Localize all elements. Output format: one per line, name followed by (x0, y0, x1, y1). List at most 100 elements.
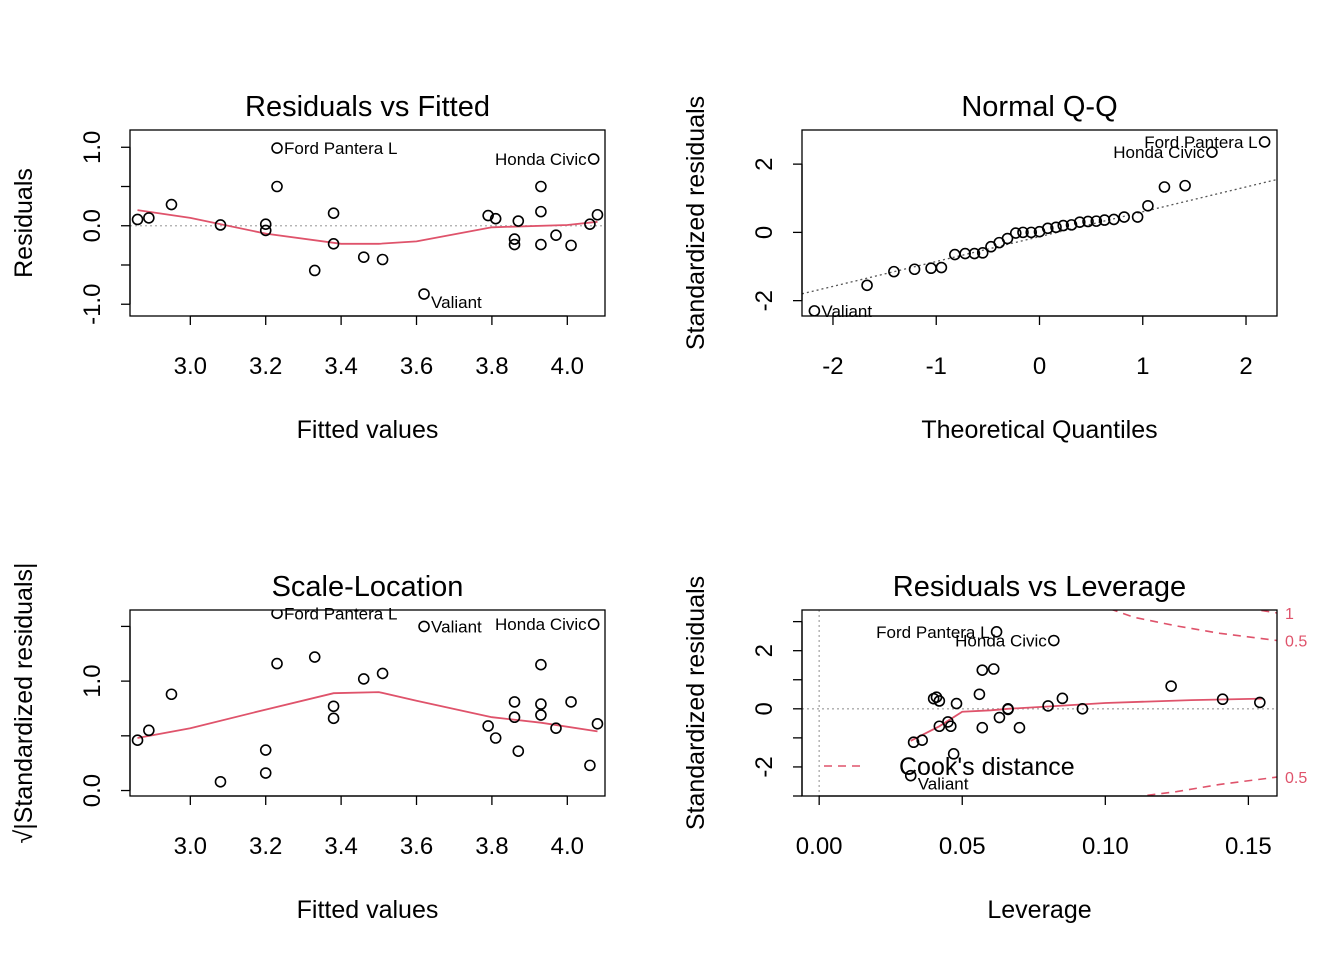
data-point (214, 775, 227, 788)
x-tick-label: 3.6 (400, 353, 433, 380)
data-point (1013, 721, 1026, 734)
data-point (550, 229, 562, 241)
x-tick-label: 3.6 (400, 833, 433, 860)
data-point (584, 218, 596, 230)
data-point (565, 239, 577, 252)
data-point (508, 233, 521, 245)
smoother-line (137, 691, 598, 739)
data-point (535, 180, 547, 193)
cooks-contour-lower-05 (1136, 776, 1277, 796)
x-tick-label: 2 (1239, 353, 1252, 380)
panel-1: Ford Pantera L Honda Civic Valiant 3.0 3.2 3.… (10, 91, 606, 444)
data-point (976, 664, 989, 676)
data-point (271, 657, 283, 670)
data-point (993, 711, 1006, 724)
point-label: Valiant (431, 617, 482, 636)
cooks-contour-upper-05 (1110, 610, 1277, 642)
data-point (1001, 232, 1014, 245)
data-point (143, 724, 155, 737)
x-tick-label: 3.2 (249, 353, 282, 380)
data-point (550, 722, 562, 734)
data-point (535, 698, 547, 710)
x-axis-label: Leverage (987, 896, 1091, 924)
plot-area (131, 610, 604, 788)
y-tick-label: 0.0 (79, 774, 106, 807)
data-point (933, 695, 946, 707)
data-point (907, 736, 920, 749)
data-point (1041, 222, 1054, 235)
data-point (489, 732, 502, 744)
data-point (987, 663, 1000, 675)
data-point (357, 673, 370, 685)
x-tick-label: 3.4 (324, 353, 357, 380)
y-axis-label: Standardized residuals (682, 96, 710, 350)
y-tick-label: 0 (751, 226, 778, 239)
point-label: Honda Civic (955, 632, 1047, 651)
y-axis-label: Standardized residuals (682, 576, 710, 830)
x-tick-label: 4.0 (551, 353, 584, 380)
data-point (259, 224, 272, 237)
panel-title: Scale-Location (272, 571, 464, 603)
plot-area (802, 136, 1277, 316)
x-axis-label: Fitted values (297, 416, 439, 444)
point-label: Ford Pantera L (284, 604, 397, 623)
data-point (935, 261, 948, 274)
x-tick-label: 3.2 (249, 833, 282, 860)
panel-title: Residuals vs Fitted (245, 91, 490, 123)
data-point (1056, 692, 1069, 705)
data-point (308, 264, 321, 277)
data-point (1108, 213, 1120, 226)
data-point (512, 215, 525, 227)
data-point (591, 717, 604, 730)
data-point (565, 696, 577, 708)
x-tick-label: 1 (1136, 353, 1149, 380)
data-point (1254, 696, 1266, 709)
y-tick-label: 2 (751, 157, 778, 170)
data-point (508, 696, 521, 708)
y-tick-label: 2 (751, 644, 778, 657)
data-point (587, 618, 600, 631)
x-tick-label: 3.0 (174, 833, 207, 860)
plot-area (802, 610, 1277, 796)
data-point (916, 734, 928, 747)
data-point (271, 180, 283, 193)
data-point (165, 198, 178, 211)
data-point (214, 219, 227, 231)
data-point (591, 208, 604, 221)
data-point (165, 688, 178, 701)
data-point (1206, 146, 1218, 158)
point-label: Ford Pantera L (1144, 133, 1257, 152)
data-point (1082, 215, 1094, 228)
data-point (482, 209, 494, 222)
data-point (944, 720, 957, 733)
x-tick-label: 0.05 (939, 833, 986, 860)
data-point (925, 262, 937, 275)
data-point (949, 248, 961, 261)
data-point (976, 721, 989, 734)
y-tick-label: -2 (751, 756, 778, 777)
plot-area (130, 142, 605, 300)
x-tick-label: 0.15 (1225, 833, 1272, 860)
x-tick-label: 4.0 (551, 833, 584, 860)
y-tick-label: 1.0 (79, 664, 106, 697)
y-tick-label: -1.0 (79, 284, 106, 325)
cooks-level-label: 1 (1285, 606, 1294, 623)
data-point (418, 288, 430, 300)
data-point (271, 142, 283, 154)
data-point (950, 697, 963, 710)
x-tick-label: 3.8 (475, 833, 508, 860)
data-point (861, 279, 873, 292)
data-point (327, 207, 340, 219)
data-point (947, 748, 960, 760)
data-point (1025, 226, 1038, 239)
data-point (327, 700, 340, 713)
data-point (1050, 221, 1062, 234)
point-label: Valiant (918, 775, 969, 794)
plot-frame (129, 609, 606, 797)
data-point (259, 767, 272, 779)
data-point (584, 759, 596, 772)
qq-line (802, 178, 1277, 295)
data-point (1073, 216, 1086, 228)
